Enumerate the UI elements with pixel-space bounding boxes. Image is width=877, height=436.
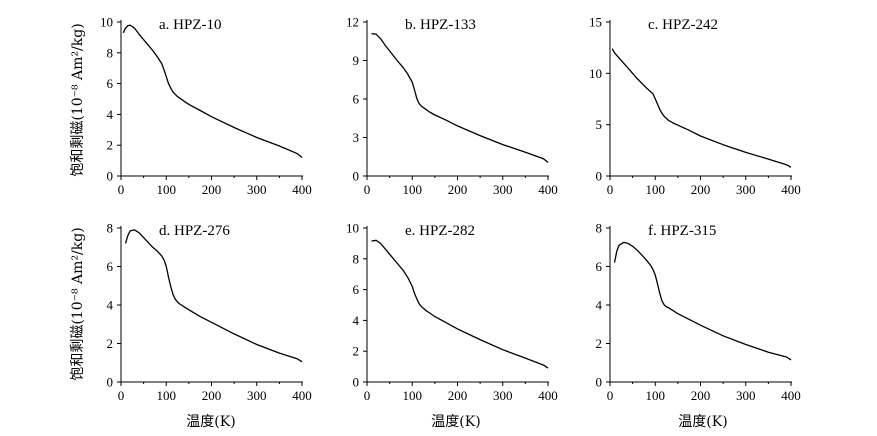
x-tick-label: 200 bbox=[448, 388, 468, 403]
x-tick-label: 400 bbox=[781, 182, 801, 197]
x-tick-label: 100 bbox=[157, 388, 177, 403]
y-tick-label: 15 bbox=[589, 15, 602, 30]
x-axis-label-left: 温度(K) bbox=[186, 414, 235, 430]
y-tick-label: 6 bbox=[353, 282, 360, 297]
y-tick-label: 8 bbox=[596, 221, 603, 236]
x-tick-label: 200 bbox=[202, 182, 222, 197]
y-tick-label: 2 bbox=[107, 336, 114, 351]
x-tick-label: 0 bbox=[607, 182, 614, 197]
x-axis-label-middle: 温度(K) bbox=[431, 414, 480, 430]
panel-title: e. HPZ-282 bbox=[405, 223, 475, 239]
x-tick-label: 0 bbox=[118, 388, 125, 403]
chart-panel-1: 0 100 200 300 400 0 2 4 6 8 10 a. HPZ-10 bbox=[100, 15, 312, 198]
x-tick-label: 100 bbox=[646, 182, 666, 197]
x-tick-label: 400 bbox=[538, 388, 558, 403]
y-tick-label: 8 bbox=[107, 221, 114, 236]
y-axis-label-bottom: 饱和剩磁(10⁻⁸ Am²/kg) bbox=[70, 227, 86, 380]
panel-title: a. HPZ-10 bbox=[159, 17, 222, 33]
data-line bbox=[611, 48, 792, 168]
x-tick-label: 200 bbox=[691, 182, 711, 197]
y-tick-label: 6 bbox=[107, 259, 114, 274]
y-tick-label: 0 bbox=[596, 169, 603, 184]
y-tick-label: 8 bbox=[353, 251, 360, 266]
y-tick-label: 10 bbox=[346, 221, 359, 236]
x-tick-label: 100 bbox=[157, 182, 177, 197]
x-tick-label: 300 bbox=[736, 182, 756, 197]
y-tick-label: 6 bbox=[107, 76, 114, 91]
x-tick-label: 100 bbox=[646, 388, 666, 403]
panel-title: c. HPZ-242 bbox=[648, 17, 718, 33]
x-tick-label: 400 bbox=[292, 388, 312, 403]
x-tick-label: 100 bbox=[403, 182, 423, 197]
y-tick-label: 4 bbox=[353, 313, 360, 328]
y-tick-label: 12 bbox=[346, 15, 359, 30]
y-tick-label: 0 bbox=[353, 375, 360, 390]
panel-title: f. HPZ-315 bbox=[648, 223, 716, 239]
x-tick-label: 100 bbox=[403, 388, 423, 403]
data-line bbox=[124, 229, 303, 363]
panel-title: d. HPZ-276 bbox=[159, 223, 230, 239]
x-tick-label: 200 bbox=[202, 388, 222, 403]
y-tick-label: 0 bbox=[596, 375, 603, 390]
x-tick-label: 200 bbox=[448, 182, 468, 197]
y-tick-label: 2 bbox=[107, 138, 114, 153]
y-tick-label: 0 bbox=[107, 375, 114, 390]
x-tick-label: 400 bbox=[538, 182, 558, 197]
x-tick-label: 400 bbox=[292, 182, 312, 197]
chart-panel-3: 0 100 200 300 400 0 5 10 15 c. HPZ-242 bbox=[589, 15, 801, 198]
panel-title: b. HPZ-133 bbox=[405, 17, 476, 33]
y-tick-label: 5 bbox=[596, 117, 603, 132]
y-tick-label: 10 bbox=[589, 66, 602, 81]
data-line bbox=[122, 24, 303, 158]
x-tick-label: 0 bbox=[364, 182, 371, 197]
chart-panel-6: 0 100 200 300 400 0 2 4 6 8 f. HPZ-315 bbox=[596, 221, 801, 404]
x-tick-label: 300 bbox=[493, 388, 513, 403]
data-line bbox=[371, 32, 549, 163]
y-tick-label: 3 bbox=[353, 130, 360, 145]
y-tick-label: 8 bbox=[107, 45, 114, 60]
y-tick-label: 2 bbox=[596, 336, 603, 351]
y-tick-label: 2 bbox=[353, 344, 360, 359]
x-tick-label: 0 bbox=[364, 388, 371, 403]
data-line bbox=[371, 239, 549, 369]
chart-panel-2: 0 100 200 300 400 0 3 6 9 12 b. HPZ-133 bbox=[346, 15, 558, 198]
y-tick-label: 6 bbox=[596, 259, 603, 274]
data-line bbox=[613, 241, 792, 361]
y-tick-label: 6 bbox=[353, 92, 360, 107]
y-tick-label: 9 bbox=[353, 53, 360, 68]
y-axis-label-top: 饱和剩磁(10⁻⁸ Am²/kg) bbox=[70, 23, 86, 176]
chart-panel-5: 0 100 200 300 400 0 2 4 6 8 10 e. HPZ-282 bbox=[346, 221, 558, 404]
y-tick-label: 4 bbox=[107, 107, 114, 122]
chart-panel-4: 0 100 200 300 400 0 2 4 6 8 d. HPZ-276 bbox=[107, 221, 312, 404]
x-tick-label: 300 bbox=[247, 182, 267, 197]
y-tick-label: 4 bbox=[596, 298, 603, 313]
x-tick-label: 400 bbox=[781, 388, 801, 403]
x-tick-label: 300 bbox=[247, 388, 267, 403]
y-tick-label: 0 bbox=[353, 169, 360, 184]
x-tick-label: 300 bbox=[736, 388, 756, 403]
x-tick-label: 300 bbox=[493, 182, 513, 197]
y-tick-label: 10 bbox=[100, 15, 113, 30]
y-tick-label: 0 bbox=[107, 169, 114, 184]
x-tick-label: 200 bbox=[691, 388, 711, 403]
y-tick-label: 4 bbox=[107, 298, 114, 313]
x-axis-label-right: 温度(K) bbox=[678, 414, 727, 430]
x-tick-label: 0 bbox=[607, 388, 614, 403]
x-tick-label: 0 bbox=[118, 182, 125, 197]
